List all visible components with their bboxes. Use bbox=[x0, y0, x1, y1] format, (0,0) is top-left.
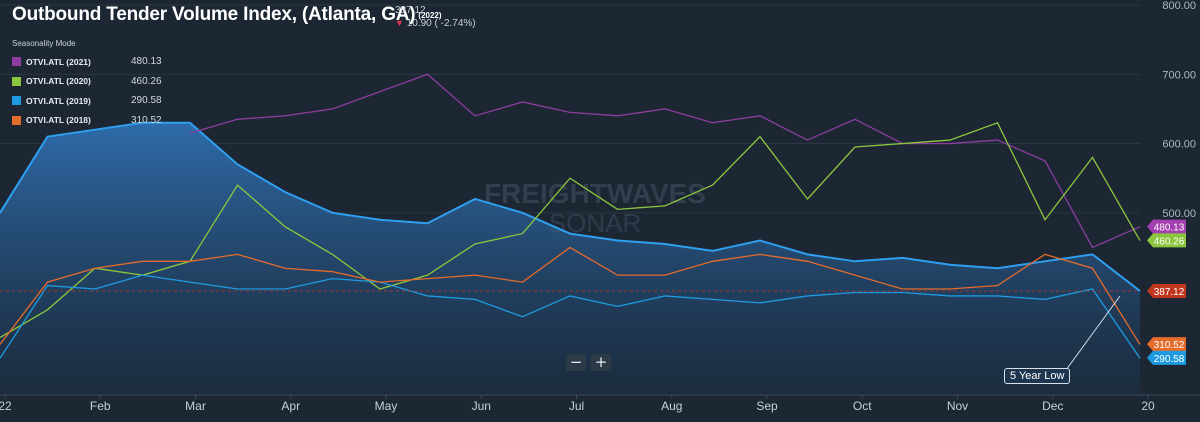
price-tag-bg bbox=[1147, 219, 1186, 234]
down-arrow-icon: ▼ bbox=[395, 18, 404, 28]
price-tag-bg bbox=[1147, 233, 1186, 248]
price-tag-label: 310.52 bbox=[1154, 340, 1185, 351]
y-tick-label: 700.00 bbox=[1162, 69, 1196, 81]
y-tick-label: 800.00 bbox=[1162, 0, 1196, 12]
year-tag: (2022) bbox=[418, 11, 442, 20]
x-tick-label: Sep bbox=[756, 399, 778, 413]
legend-item-2019[interactable]: OTVI.ATL (2019) 290.58 bbox=[12, 91, 162, 111]
x-tick-label: Jun bbox=[472, 399, 491, 413]
x-tick-label: 20 bbox=[1141, 399, 1155, 413]
series-line bbox=[189, 73, 1141, 249]
series-line-area bbox=[0, 121, 1141, 292]
price-tag-label: 460.26 bbox=[1154, 236, 1185, 247]
legend-value: 480.13 bbox=[131, 56, 162, 68]
x-tick-label: Feb bbox=[90, 399, 111, 413]
price-box: 387.12 ▼ 10.90 ( -2.74%) bbox=[395, 5, 476, 30]
series-line bbox=[0, 274, 1141, 359]
x-tick-label: Apr bbox=[281, 399, 300, 413]
legend-item-2020[interactable]: OTVI.ATL (2020) 460.26 bbox=[12, 72, 162, 92]
price-tag: 480.13 bbox=[1147, 219, 1186, 234]
legend-value: 460.26 bbox=[131, 75, 162, 87]
price-tag-label: 290.58 bbox=[1154, 354, 1185, 365]
area-layer bbox=[0, 122, 1140, 395]
price-tag-bg bbox=[1147, 337, 1186, 352]
y-tick-label: 500.00 bbox=[1162, 208, 1196, 220]
legend-label: OTVI.ATL (2018) bbox=[26, 115, 91, 126]
legend-swatch bbox=[12, 96, 21, 106]
price-tag: 310.52 bbox=[1147, 337, 1186, 352]
legend-swatch bbox=[12, 115, 21, 125]
page-title: Outbound Tender Volume Index, (Atlanta, … bbox=[12, 4, 416, 25]
x-tick-label: 22 bbox=[0, 399, 12, 413]
last-price: 387.12 bbox=[395, 5, 426, 16]
price-tag-bg bbox=[1147, 350, 1186, 365]
x-tick-label: Nov bbox=[947, 399, 968, 413]
legend-value: 290.58 bbox=[131, 95, 162, 107]
seasonality-mode-label: Seasonality Mode bbox=[12, 39, 76, 48]
price-tag: 460.26 bbox=[1147, 233, 1186, 248]
price-tag-label: 480.13 bbox=[1154, 223, 1185, 234]
legend-item-2021[interactable]: OTVI.ATL (2021) 480.13 bbox=[12, 52, 162, 72]
svg-text:FREIGHTWAVES: FREIGHTWAVES bbox=[484, 178, 706, 209]
x-tick-label: Oct bbox=[853, 399, 872, 413]
x-tick-label: Mar bbox=[185, 399, 206, 413]
legend: OTVI.ATL (2021) 480.13 OTVI.ATL (2020) 4… bbox=[12, 52, 162, 130]
x-axis: 22 Feb Mar Apr May Jun Jul Aug Sep Oct Nov Dec 20 bbox=[0, 394, 1200, 413]
legend-item-2018[interactable]: OTVI.ATL (2018) 310.52 bbox=[12, 111, 162, 131]
price-tags: 480.13 460.26 387.12 310.52 290.58 bbox=[1147, 219, 1186, 365]
legend-swatch bbox=[12, 76, 21, 86]
zoom-in-button[interactable]: + bbox=[591, 354, 611, 371]
price-change: 10.90 ( -2.74%) bbox=[406, 18, 476, 29]
price-tag: 290.58 bbox=[1147, 350, 1186, 365]
series-line bbox=[0, 246, 1141, 345]
x-tick-label: Jul bbox=[569, 399, 584, 413]
callout-pointer bbox=[1065, 295, 1121, 371]
chart-title: Outbound Tender Volume Index, (Atlanta, … bbox=[12, 4, 442, 26]
price-tag-label: 387.12 bbox=[1154, 287, 1185, 298]
x-tick-label: Dec bbox=[1042, 399, 1063, 413]
x-tick-label: Aug bbox=[661, 399, 682, 413]
legend-label: OTVI.ATL (2019) bbox=[26, 95, 91, 106]
series-area bbox=[0, 122, 1140, 395]
legend-value: 310.52 bbox=[131, 114, 162, 126]
y-tick-label: 600.00 bbox=[1162, 139, 1196, 151]
series-lines bbox=[0, 73, 1141, 359]
price-tag: 387.12 bbox=[1147, 284, 1186, 299]
zoom-out-button[interactable]: − bbox=[566, 354, 586, 371]
legend-swatch bbox=[12, 57, 21, 67]
price-tag-bg bbox=[1147, 284, 1186, 299]
x-tick-label: May bbox=[375, 399, 398, 413]
svg-text:SONAR: SONAR bbox=[549, 208, 641, 238]
legend-label: OTVI.ATL (2021) bbox=[26, 56, 91, 67]
y-axis: 800.00 700.00 600.00 500.00 bbox=[1162, 0, 1196, 220]
legend-label: OTVI.ATL (2020) bbox=[26, 76, 91, 87]
five-year-low-callout: 5 Year Low bbox=[1004, 368, 1071, 384]
